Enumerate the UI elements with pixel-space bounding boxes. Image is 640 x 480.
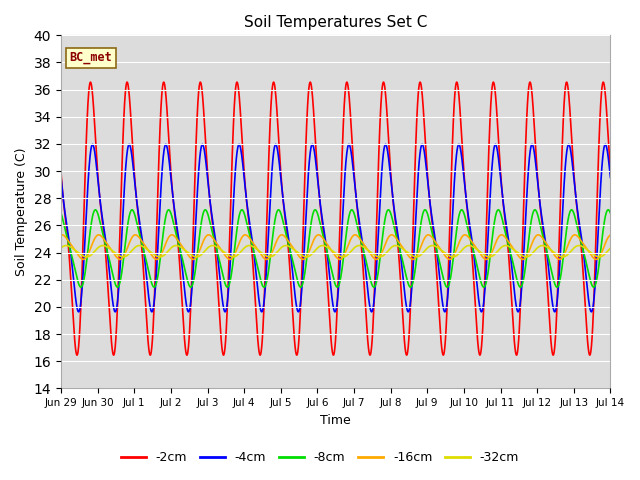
-16cm	[537, 233, 545, 239]
-4cm	[152, 269, 160, 275]
-16cm	[263, 256, 271, 262]
-16cm	[268, 250, 276, 256]
-8cm	[152, 280, 160, 286]
-32cm	[268, 253, 276, 259]
-8cm	[268, 240, 276, 246]
-32cm	[57, 245, 65, 251]
-32cm	[596, 254, 604, 260]
-32cm	[292, 248, 300, 254]
-2cm	[607, 169, 614, 175]
-32cm	[537, 243, 545, 249]
-32cm	[152, 253, 160, 259]
-2cm	[120, 118, 127, 124]
-32cm	[62, 243, 70, 249]
-2cm	[537, 209, 545, 215]
-2cm	[268, 89, 276, 95]
-2cm	[490, 79, 497, 85]
-16cm	[57, 232, 65, 238]
-16cm	[607, 232, 614, 238]
-4cm	[551, 309, 559, 315]
-8cm	[421, 207, 429, 213]
Line: -8cm: -8cm	[61, 210, 611, 287]
-8cm	[223, 284, 231, 290]
-32cm	[607, 245, 614, 251]
-16cm	[292, 249, 300, 254]
Title: Soil Temperatures Set C: Soil Temperatures Set C	[244, 15, 428, 30]
Text: BC_met: BC_met	[69, 51, 112, 64]
X-axis label: Time: Time	[321, 414, 351, 427]
-16cm	[152, 256, 160, 262]
-4cm	[537, 206, 545, 212]
-8cm	[120, 255, 127, 261]
-8cm	[607, 210, 614, 216]
-16cm	[120, 253, 127, 259]
-8cm	[57, 210, 65, 216]
-8cm	[292, 271, 300, 276]
-32cm	[596, 254, 604, 260]
-16cm	[596, 253, 604, 259]
-2cm	[292, 349, 300, 355]
Legend: -2cm, -4cm, -8cm, -16cm, -32cm: -2cm, -4cm, -8cm, -16cm, -32cm	[116, 446, 524, 469]
Y-axis label: Soil Temperature (C): Soil Temperature (C)	[15, 147, 28, 276]
-8cm	[596, 253, 604, 259]
-2cm	[57, 169, 65, 175]
-4cm	[292, 298, 300, 304]
Line: -32cm: -32cm	[61, 246, 611, 257]
-4cm	[57, 175, 65, 180]
-16cm	[424, 232, 432, 238]
Line: -4cm: -4cm	[61, 144, 611, 312]
-32cm	[120, 254, 128, 260]
-4cm	[596, 194, 604, 200]
-4cm	[120, 193, 128, 199]
Line: -2cm: -2cm	[61, 82, 611, 355]
-2cm	[183, 352, 191, 358]
-4cm	[89, 142, 97, 147]
-4cm	[607, 175, 614, 180]
Line: -16cm: -16cm	[61, 235, 611, 259]
-2cm	[596, 115, 604, 120]
-4cm	[268, 169, 276, 175]
-8cm	[537, 225, 545, 230]
-2cm	[152, 239, 160, 244]
